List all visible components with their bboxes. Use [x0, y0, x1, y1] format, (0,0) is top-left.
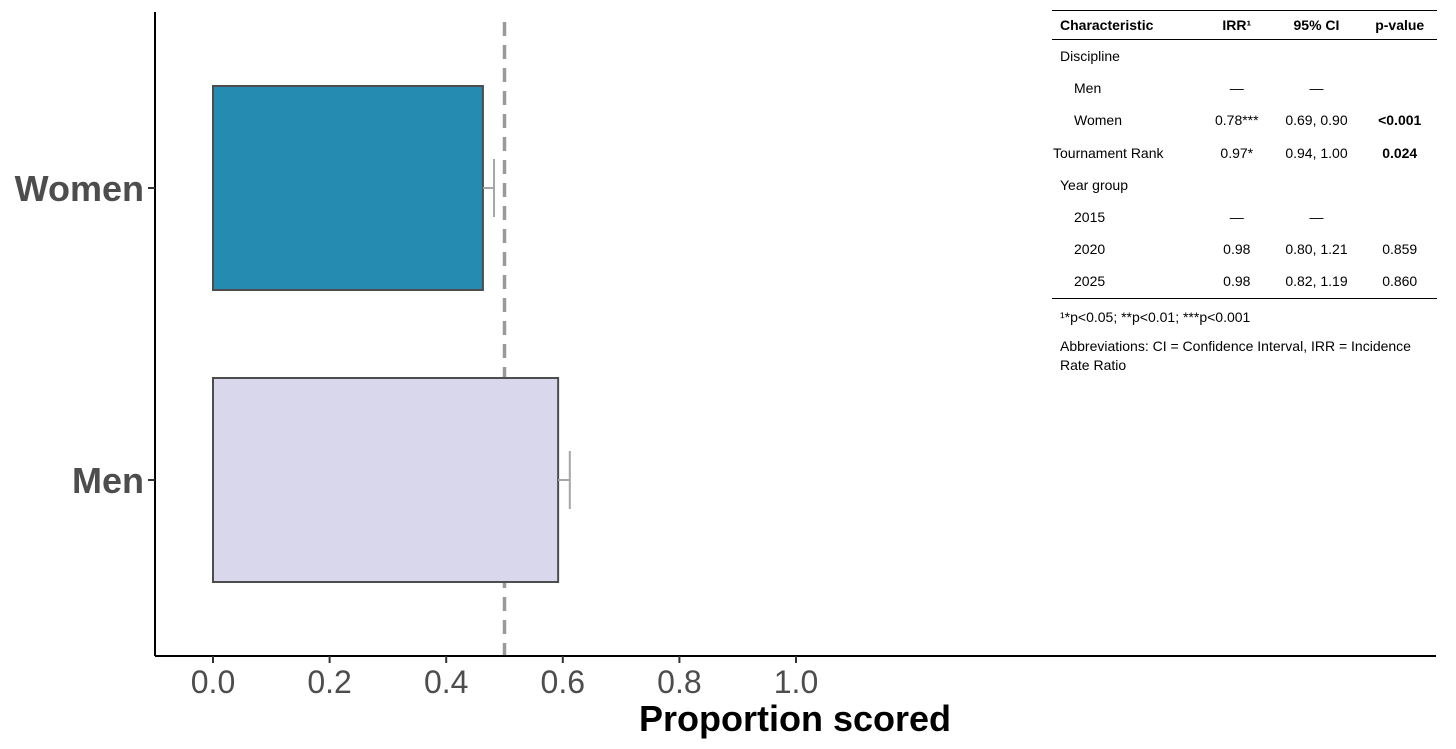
row-ci [1271, 40, 1363, 73]
table-row: 2015 — — [1052, 201, 1437, 233]
x-tick-label: 0.8 [657, 664, 701, 700]
row-label: Year group [1060, 176, 1128, 193]
row-p: <0.001 [1378, 112, 1422, 129]
x-tick-label: 0.4 [424, 664, 468, 700]
row-irr: 0.78*** [1214, 112, 1259, 129]
row-p [1362, 169, 1437, 201]
row-ci: 0.80, 1.21 [1285, 241, 1348, 258]
x-axis-label: Proportion scored [639, 698, 951, 739]
row-label: 2020 [1074, 241, 1106, 258]
table-row: Discipline [1052, 40, 1437, 73]
row-label: Women [1074, 112, 1122, 129]
y-tick-label: Women [15, 168, 144, 209]
table-header-row: Characteristic IRR¹ 95% CI p-value [1052, 10, 1437, 40]
regression-table: Characteristic IRR¹ 95% CI p-value Disci… [1052, 10, 1437, 375]
x-tick-label: 1.0 [774, 664, 818, 700]
table-row: Women 0.78*** 0.69, 0.90 <0.001 [1052, 104, 1437, 136]
y-tick-label: Men [72, 460, 144, 501]
bar-women [212, 85, 484, 291]
x-tick-label: 0.6 [541, 664, 585, 700]
row-label: Discipline [1060, 48, 1120, 65]
row-p [1362, 72, 1437, 104]
row-label: 2015 [1074, 209, 1106, 226]
table-footnote: ¹*p<0.05; **p<0.01; ***p<0.001 [1060, 308, 1251, 325]
row-p: 0.024 [1382, 144, 1418, 161]
header-characteristic: Characteristic [1052, 10, 1204, 40]
table-row: 2020 0.98 0.80, 1.21 0.859 [1052, 233, 1437, 265]
row-ci: 0.69, 0.90 [1285, 112, 1348, 129]
row-p: 0.860 [1362, 265, 1437, 299]
header-irr: IRR¹ [1203, 10, 1271, 40]
row-label: 2025 [1052, 265, 1204, 299]
row-irr [1203, 169, 1270, 201]
row-irr: 0.97* [1220, 144, 1254, 161]
table-row: Men — — [1052, 72, 1437, 104]
row-ci [1271, 169, 1363, 201]
x-tick-label: 0.0 [191, 664, 235, 700]
row-irr [1203, 40, 1270, 73]
table-abbreviations: Abbreviations: CI = Confidence Interval,… [1060, 337, 1411, 373]
row-irr: 0.98 [1203, 265, 1271, 299]
row-label: Tournament Rank [1053, 144, 1164, 161]
x-tick-label: 0.2 [307, 664, 351, 700]
row-p [1362, 201, 1437, 233]
table-row: Tournament Rank 0.97* 0.94, 1.00 0.024 [1052, 137, 1437, 169]
table-row: Year group [1052, 169, 1437, 201]
header-p-value: p-value [1362, 10, 1437, 40]
row-p [1362, 40, 1437, 73]
row-irr: 0.98 [1223, 241, 1251, 258]
bar-men [212, 377, 560, 583]
row-ci: — [1309, 209, 1324, 226]
row-irr: — [1229, 80, 1244, 97]
header-ci: 95% CI [1270, 10, 1363, 40]
table-row: 2025 0.98 0.82, 1.19 0.860 [1052, 265, 1437, 299]
row-ci: 0.94, 1.00 [1285, 144, 1348, 161]
row-p: 0.859 [1382, 241, 1418, 258]
row-ci: 0.82, 1.19 [1270, 265, 1363, 299]
row-ci: — [1309, 80, 1324, 97]
row-label: Men [1074, 80, 1102, 97]
row-irr: — [1229, 209, 1244, 226]
